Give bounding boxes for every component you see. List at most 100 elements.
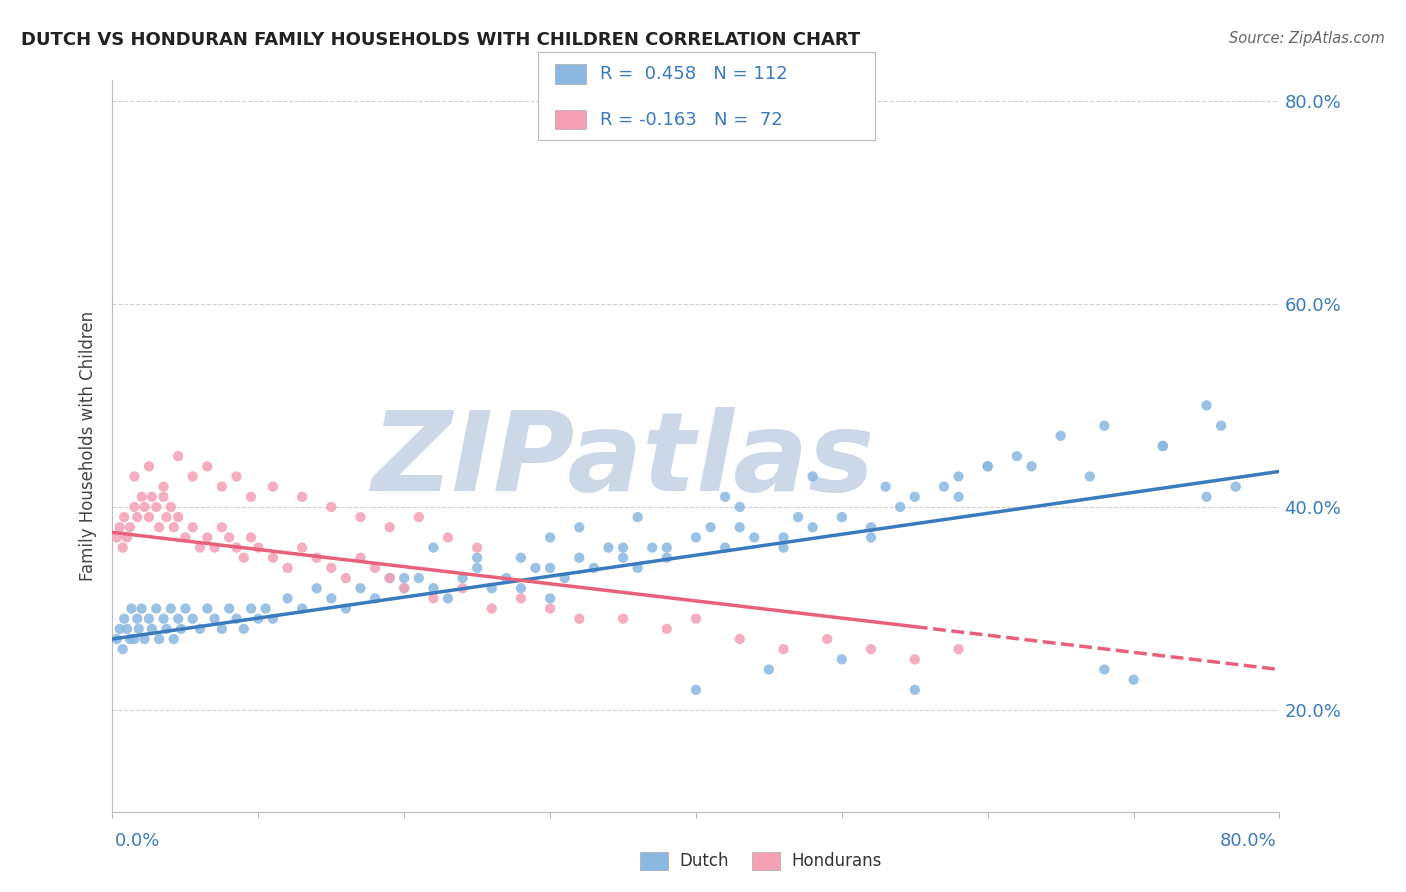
Point bbox=[291, 490, 314, 504]
Point bbox=[481, 601, 503, 615]
Point bbox=[801, 520, 824, 534]
Point bbox=[422, 591, 444, 606]
Point bbox=[174, 530, 197, 544]
Point bbox=[254, 601, 277, 615]
Point bbox=[378, 571, 401, 585]
Point bbox=[115, 622, 138, 636]
Point bbox=[465, 550, 488, 565]
Point bbox=[582, 561, 605, 575]
Point bbox=[120, 601, 142, 615]
Point bbox=[152, 480, 174, 494]
Point bbox=[538, 561, 561, 575]
Point bbox=[860, 530, 883, 544]
Point bbox=[305, 581, 328, 595]
Point bbox=[1152, 439, 1174, 453]
Point bbox=[889, 500, 911, 514]
Point bbox=[232, 550, 254, 565]
Point bbox=[321, 561, 343, 575]
Point bbox=[538, 530, 561, 544]
Point bbox=[105, 530, 128, 544]
Point bbox=[875, 480, 897, 494]
Point bbox=[240, 490, 263, 504]
Point bbox=[127, 612, 149, 626]
Point bbox=[408, 510, 430, 524]
Point bbox=[655, 622, 678, 636]
Point bbox=[335, 571, 357, 585]
Point bbox=[335, 601, 357, 615]
Point bbox=[181, 612, 204, 626]
Point bbox=[451, 581, 474, 595]
Point bbox=[152, 612, 174, 626]
Point bbox=[948, 490, 970, 504]
Point bbox=[349, 510, 371, 524]
Point bbox=[181, 520, 204, 534]
Point bbox=[612, 541, 634, 555]
Point bbox=[134, 632, 156, 646]
Point bbox=[860, 520, 883, 534]
Point bbox=[1195, 490, 1218, 504]
Text: 80.0%: 80.0% bbox=[1220, 831, 1277, 849]
Point bbox=[465, 541, 488, 555]
Point bbox=[240, 530, 263, 544]
Point bbox=[495, 571, 517, 585]
Point bbox=[115, 530, 138, 544]
Point bbox=[277, 561, 299, 575]
Point bbox=[145, 500, 167, 514]
Point bbox=[160, 601, 183, 615]
Point bbox=[291, 541, 314, 555]
Point bbox=[138, 459, 160, 474]
Point bbox=[714, 490, 737, 504]
Point bbox=[1021, 459, 1043, 474]
Point bbox=[218, 601, 240, 615]
Point bbox=[124, 500, 146, 514]
Point bbox=[170, 622, 193, 636]
Point bbox=[1094, 418, 1116, 433]
Point bbox=[321, 591, 343, 606]
Text: Hondurans: Hondurans bbox=[792, 852, 882, 870]
Point bbox=[160, 500, 183, 514]
Point bbox=[240, 601, 263, 615]
Point bbox=[598, 541, 620, 555]
Point bbox=[728, 632, 751, 646]
Point bbox=[787, 510, 810, 524]
Point bbox=[627, 510, 650, 524]
Point bbox=[538, 601, 561, 615]
Point bbox=[225, 612, 247, 626]
Point bbox=[509, 550, 531, 565]
Point bbox=[163, 520, 186, 534]
Point bbox=[655, 541, 678, 555]
Point bbox=[225, 541, 247, 555]
Point bbox=[1211, 418, 1233, 433]
Point bbox=[932, 480, 955, 494]
Point bbox=[641, 541, 664, 555]
Point bbox=[451, 571, 474, 585]
Point bbox=[108, 520, 131, 534]
Text: R = -0.163   N =  72: R = -0.163 N = 72 bbox=[600, 111, 783, 128]
Point bbox=[408, 571, 430, 585]
Point bbox=[349, 550, 371, 565]
Point bbox=[1152, 439, 1174, 453]
Point bbox=[524, 561, 547, 575]
Text: DUTCH VS HONDURAN FAMILY HOUSEHOLDS WITH CHILDREN CORRELATION CHART: DUTCH VS HONDURAN FAMILY HOUSEHOLDS WITH… bbox=[21, 31, 860, 49]
Point bbox=[772, 530, 794, 544]
Point bbox=[188, 541, 211, 555]
Point bbox=[155, 622, 177, 636]
Point bbox=[262, 480, 284, 494]
Point bbox=[815, 632, 838, 646]
Point bbox=[612, 550, 634, 565]
Point bbox=[247, 612, 270, 626]
Point bbox=[422, 581, 444, 595]
Point bbox=[195, 601, 218, 615]
Point bbox=[714, 541, 737, 555]
Point bbox=[394, 581, 416, 595]
Point bbox=[163, 632, 186, 646]
Point bbox=[211, 480, 233, 494]
Point bbox=[568, 550, 591, 565]
Point bbox=[728, 520, 751, 534]
Text: Dutch: Dutch bbox=[679, 852, 728, 870]
Point bbox=[509, 591, 531, 606]
Point bbox=[801, 469, 824, 483]
Point bbox=[195, 459, 218, 474]
Point bbox=[112, 612, 135, 626]
Point bbox=[612, 612, 634, 626]
